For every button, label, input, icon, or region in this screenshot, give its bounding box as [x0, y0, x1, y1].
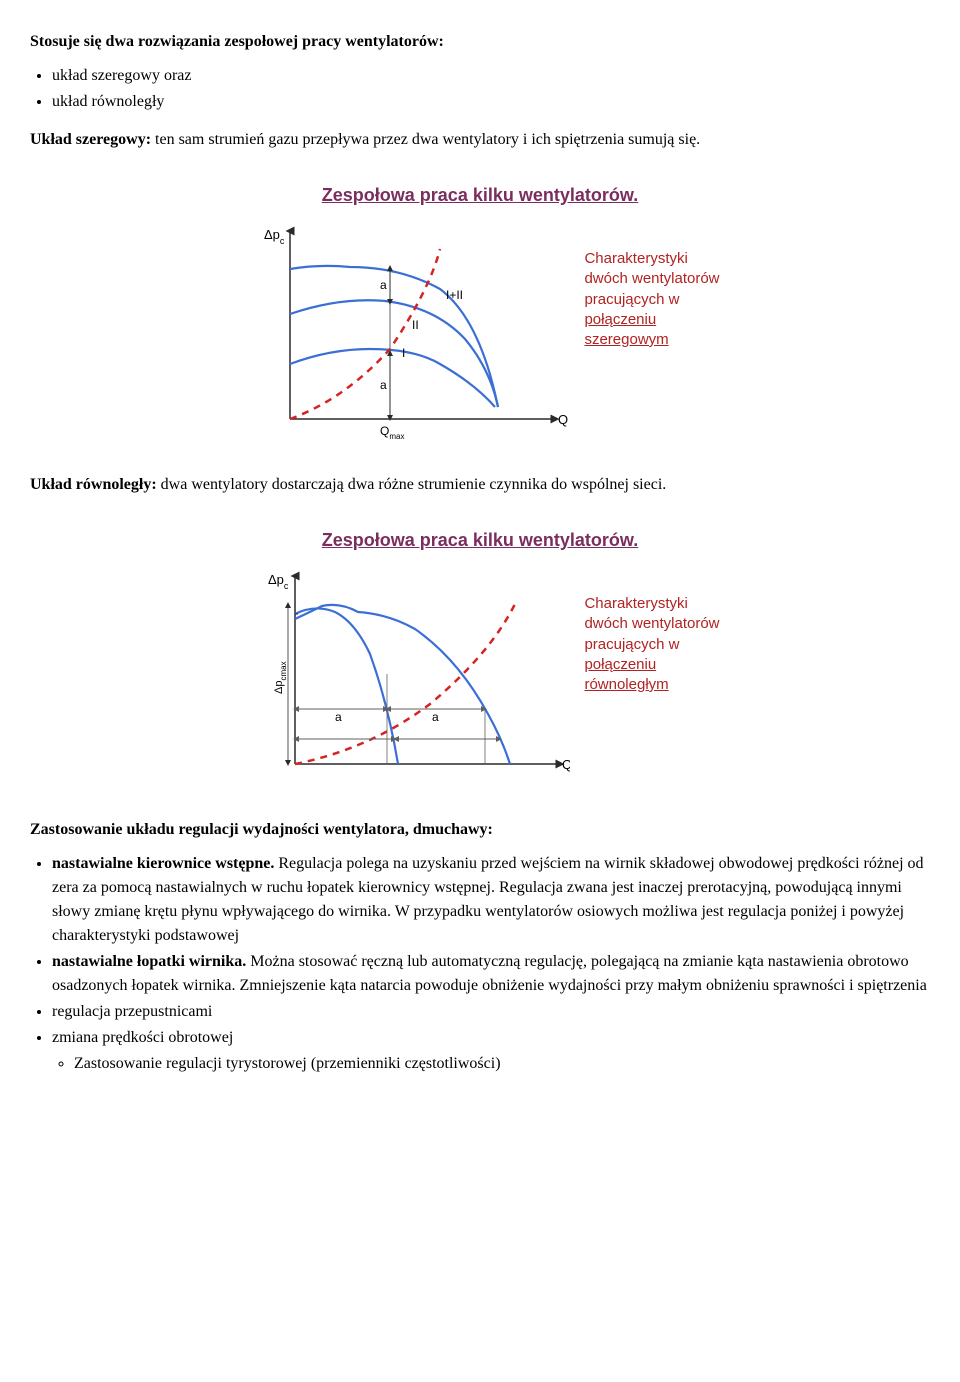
chart1-curve-i [290, 349, 495, 407]
parallel-desc: Układ równoległy: dwa wentylatory dostar… [30, 473, 930, 497]
bullet-przepustnice: regulacja przepustnicami [52, 1000, 930, 1024]
chart2-cap-l3: pracujących w [584, 636, 679, 653]
chart1-system-curve [290, 249, 440, 419]
chart2-yaxis: Δpc [268, 572, 289, 591]
chart2-cap-l5: równoległym [584, 676, 668, 693]
chart1-caption: Charakterystyki dwóch wentylatorów pracu… [584, 249, 719, 350]
bullet-kierownice-label: nastawialne kierownice wstępne. [52, 855, 274, 872]
parallel-desc-text: dwa wentylatory dostarczają dwa różne st… [157, 476, 667, 493]
chart1-curve-i-ii [290, 266, 498, 407]
chart1-label-ii: II [412, 318, 419, 332]
chart1-yaxis: Δpc [264, 227, 285, 246]
section2-heading: Zastosowanie układu regulacji wydajności… [30, 818, 930, 842]
chart2-xaxis: Q [562, 757, 570, 772]
intro-list: układ szeregowy oraz układ równoległy [30, 64, 930, 114]
chart1-cap-l3: pracujących w [584, 291, 679, 308]
chart1-a1: a [380, 278, 387, 292]
series-desc-text: ten sam strumień gazu przepływa przez dw… [151, 131, 700, 148]
bullet-lopatki: nastawialne łopatki wirnika. Można stoso… [52, 950, 930, 998]
chart2-curve-single [295, 608, 398, 764]
chart2-cap-l4: połączeniu [584, 656, 656, 673]
intro-bullet-1: układ szeregowy oraz [52, 64, 930, 88]
chart1-cap-l5: szeregowym [584, 331, 668, 348]
chart2-dpmax: Δpcmax [273, 661, 288, 694]
chart2-a2: a [432, 710, 439, 724]
series-desc-label: Układ szeregowy: [30, 131, 151, 148]
bullet-predkosc-text: zmiana prędkości obrotowej [52, 1029, 233, 1046]
intro-heading: Stosuje się dwa rozwiązania zespołowej p… [30, 30, 930, 54]
chart1-title: Zespołowa praca kilku wentylatorów. [322, 182, 638, 209]
chart1-label-i-ii: I+II [446, 288, 463, 302]
chart2-curve-combined [295, 605, 510, 764]
chart1-cap-l4: połączeniu [584, 311, 656, 328]
bullet-lopatki-label: nastawialne łopatki wirnika. [52, 953, 246, 970]
chart1-cap-l2: dwóch wentylatorów [584, 270, 719, 287]
parallel-desc-label: Układ równoległy: [30, 476, 157, 493]
bullet-kierownice: nastawialne kierownice wstępne. Regulacj… [52, 852, 930, 948]
chart2-cap-l2: dwóch wentylatorów [584, 615, 719, 632]
chart1-container: Zespołowa praca kilku wentylatorów. Δpc … [30, 182, 930, 449]
bullet-tyrystor: Zastosowanie regulacji tyrystorowej (prz… [74, 1052, 930, 1076]
chart1-qmax: Qmax [380, 424, 404, 441]
regulation-list: nastawialne kierownice wstępne. Regulacj… [30, 852, 930, 1076]
chart1-a2: a [380, 378, 387, 392]
chart2-title: Zespołowa praca kilku wentylatorów. [322, 527, 638, 554]
chart2-container: Zespołowa praca kilku wentylatorów. Δpc … [30, 527, 930, 794]
intro-bullet-2: układ równoległy [52, 90, 930, 114]
chart2-cap-l1: Charakterystyki [584, 595, 687, 612]
chart2-a1: a [335, 710, 342, 724]
chart1-label-i: I [402, 346, 405, 360]
bullet-predkosc: zmiana prędkości obrotowej Zastosowanie … [52, 1026, 930, 1076]
chart2-caption: Charakterystyki dwóch wentylatorów pracu… [584, 594, 719, 695]
series-desc: Układ szeregowy: ten sam strumień gazu p… [30, 128, 930, 152]
chart2-svg: Δpc Q Δpcmax a a [240, 564, 570, 794]
chart1-cap-l1: Charakterystyki [584, 250, 687, 267]
chart1-xaxis: Q [558, 412, 568, 427]
chart2-system-curve [295, 604, 515, 764]
chart1-svg: Δpc Q a a I II I+II Qmax [240, 219, 570, 449]
